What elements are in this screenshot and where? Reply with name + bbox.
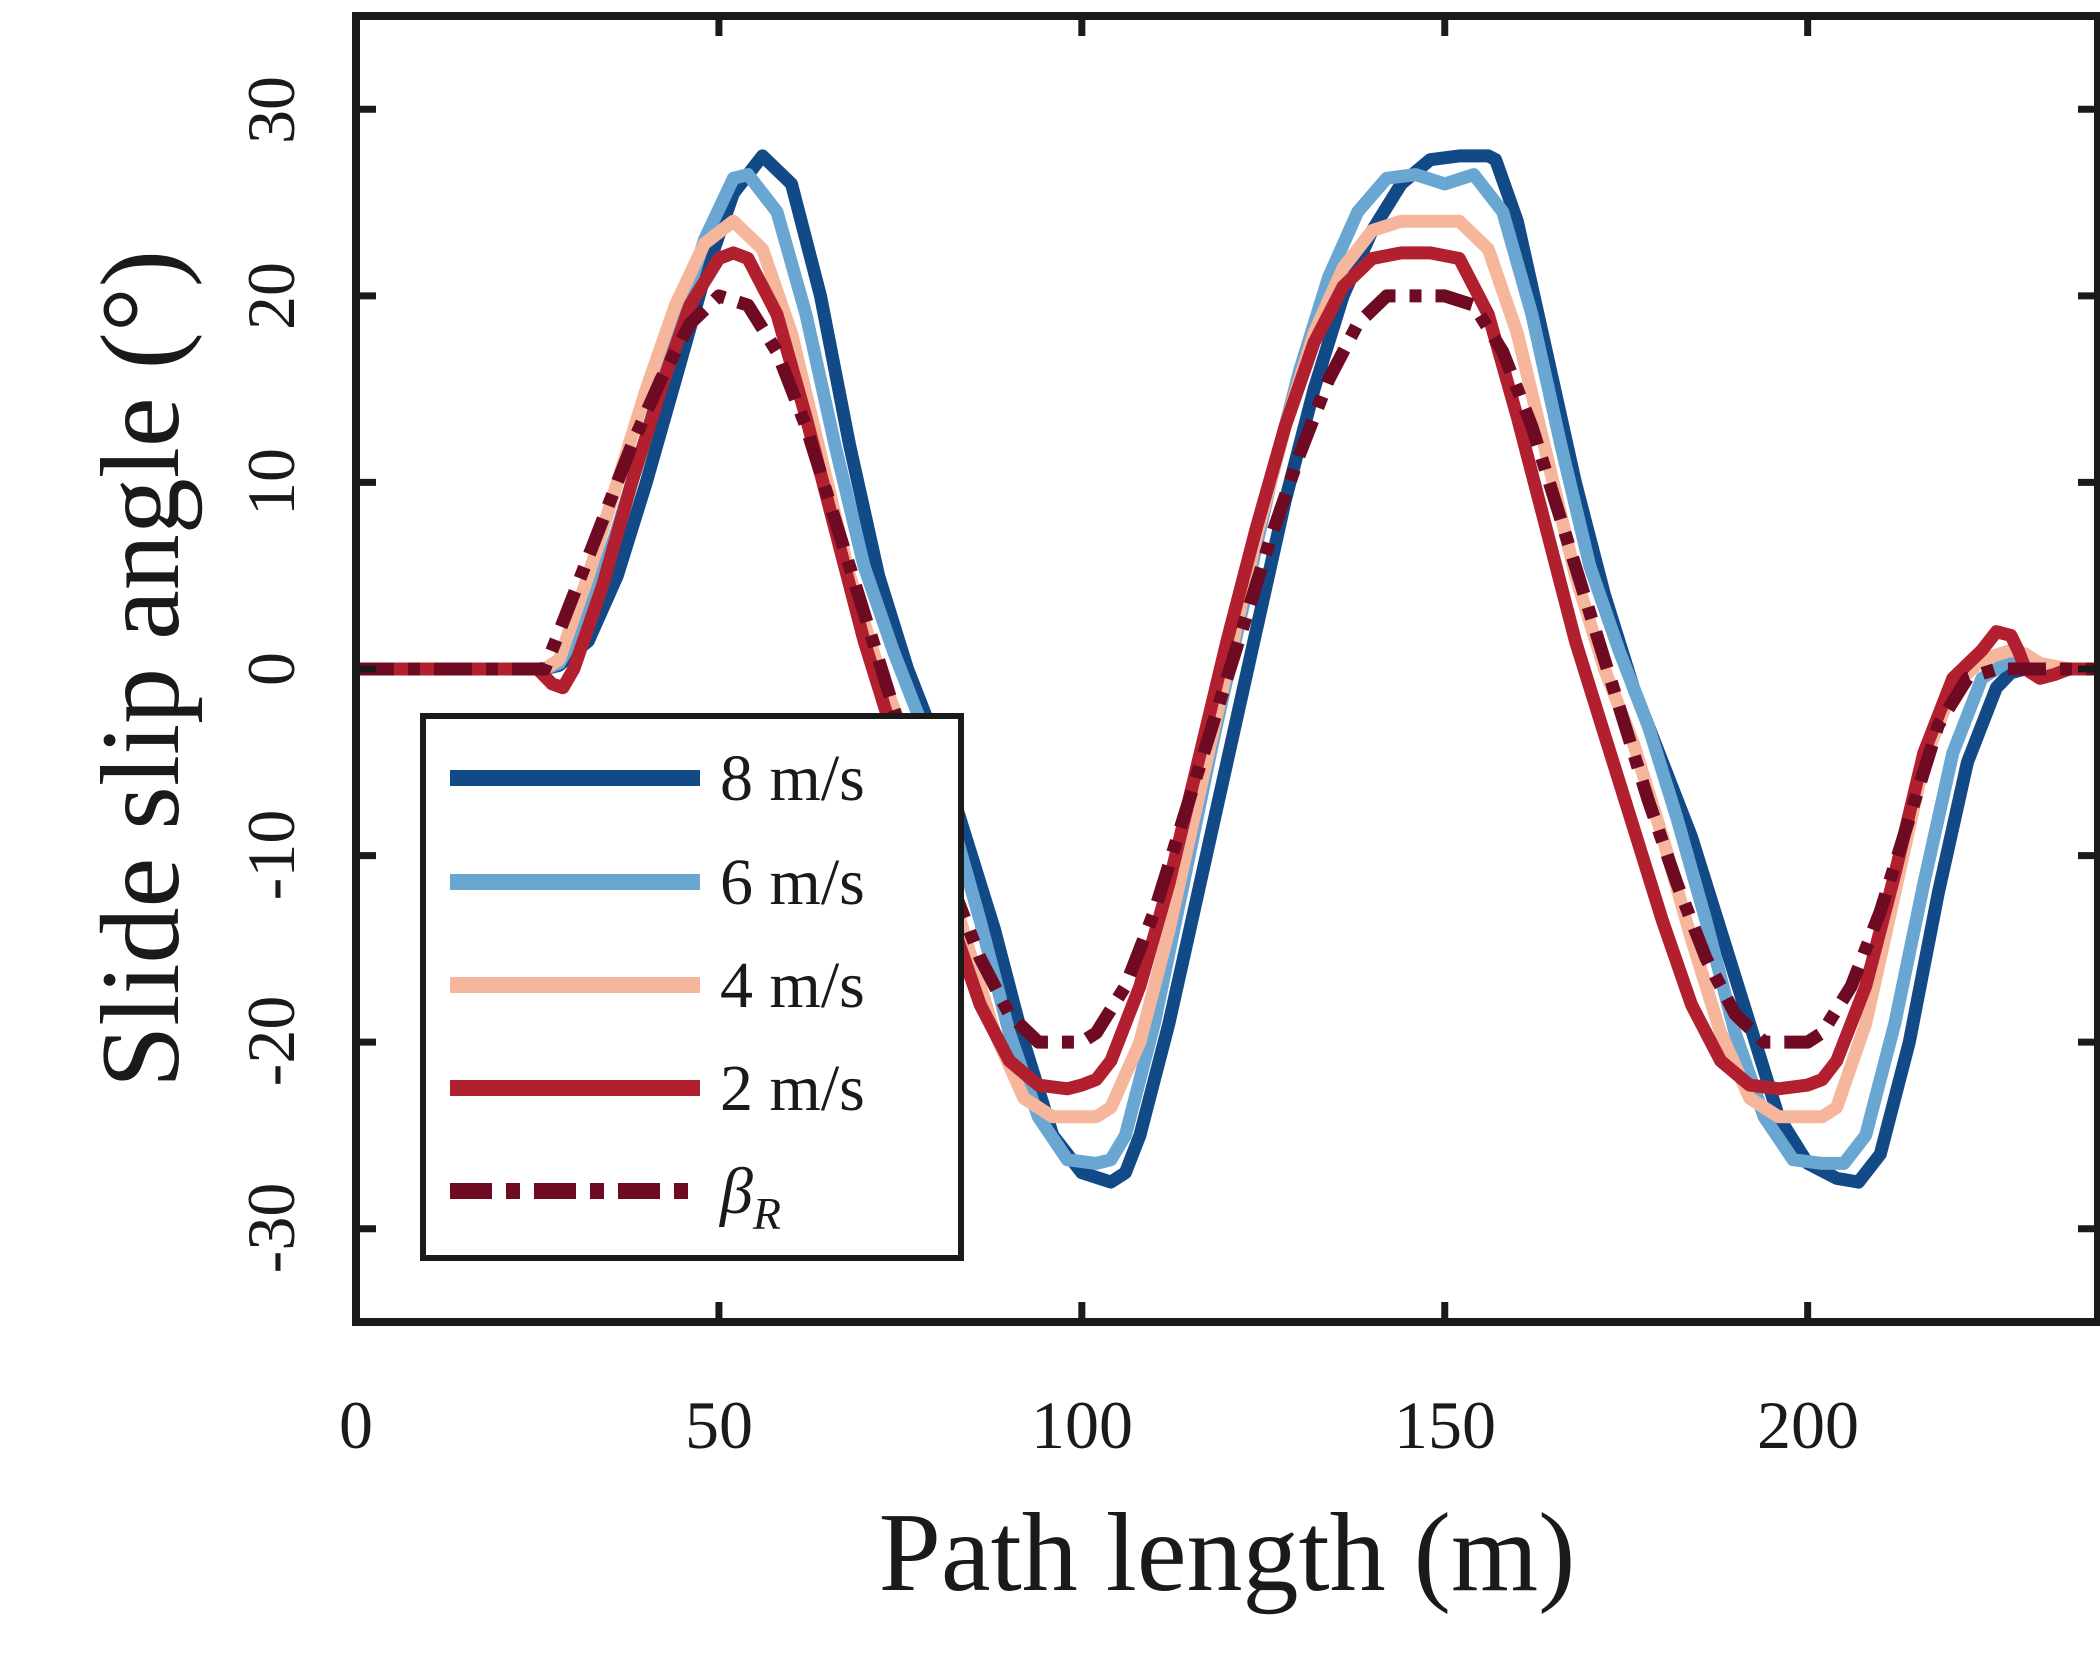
x-tick-label-150: 150	[1394, 1387, 1496, 1463]
x-tick-label-50: 50	[685, 1387, 753, 1463]
legend-beta-subscript: R	[752, 1188, 781, 1239]
y-tick-label-minus10: -10	[233, 810, 309, 901]
x-tick-label-0: 0	[339, 1387, 373, 1463]
legend-label-4ms: 4 m/s	[720, 949, 865, 1022]
tick-layer	[352, 16, 2098, 1322]
legend-beta-symbol: β	[718, 1155, 753, 1228]
y-tick-label-10: 10	[233, 448, 309, 516]
legend-label-8ms: 8 m/s	[720, 742, 865, 815]
y-tick-label-minus30: -30	[233, 1183, 309, 1274]
legend: 8 m/s 6 m/s 4 m/s 2 m/s βR	[420, 713, 964, 1261]
x-tick-label-200: 200	[1757, 1387, 1859, 1463]
x-tick-labels: 0 50 100 150 200	[339, 1387, 1859, 1463]
x-axis-title: Path length (m)	[879, 1491, 1576, 1615]
legend-label-beta: βR	[718, 1155, 781, 1239]
y-tick-label-minus20: -20	[233, 996, 309, 1087]
legend-label-6ms: 6 m/s	[720, 846, 865, 919]
series-line-4	[356, 289, 2098, 1049]
y-tick-label-0: 0	[233, 652, 309, 686]
y-tick-label-20: 20	[233, 262, 309, 330]
series-line-0	[356, 149, 2098, 1189]
x-tick-label-100: 100	[1031, 1387, 1133, 1463]
y-tick-labels: -30 -20 -10 0 10 20 30	[233, 76, 309, 1273]
y-tick-label-30: 30	[233, 76, 309, 144]
series-layer	[356, 149, 2098, 1189]
legend-label-2ms: 2 m/s	[720, 1052, 865, 1125]
y-axis-title: Slide slip angle (°)	[79, 250, 203, 1088]
